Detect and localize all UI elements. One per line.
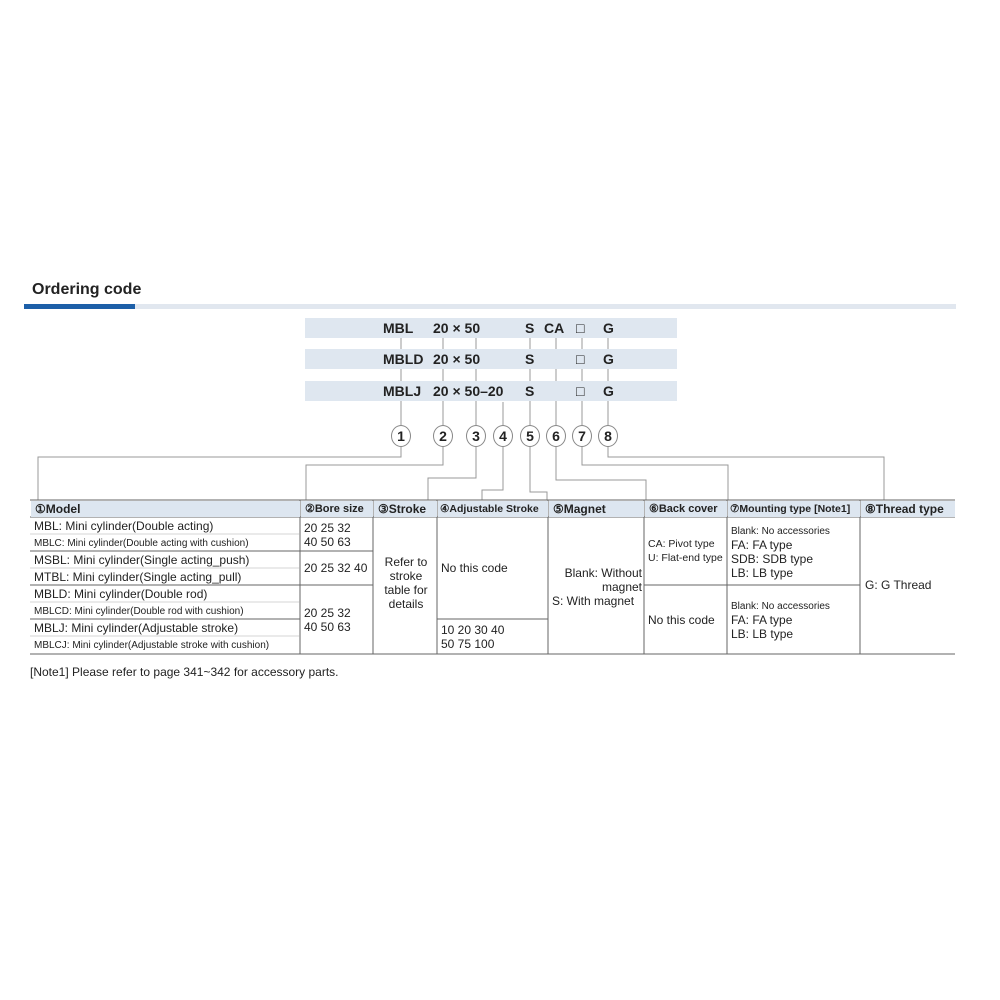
thread-type-value: G: G Thread	[865, 578, 932, 592]
header-bore-size: ②Bore size	[301, 501, 373, 517]
header-stroke: ③Stroke	[374, 501, 437, 517]
bore-sizes-group-3: 20 25 32 40 50 63	[304, 606, 351, 634]
header-magnet: ⑤Magnet	[549, 501, 644, 517]
code-back-cover: CA	[544, 320, 565, 336]
model-row: MBLC: Mini cylinder(Double acting with c…	[34, 538, 249, 549]
header-back-cover: ⑥Back cover	[645, 501, 727, 517]
mounting-blank-1: Blank: No accessories	[731, 526, 830, 537]
code-mount-box: □	[576, 383, 585, 399]
title-accent-bar	[24, 304, 135, 309]
bore-sizes-group-1: 20 25 32 40 50 63	[304, 521, 351, 549]
model-row: MBL: Mini cylinder(Double acting)	[34, 519, 214, 533]
code-thread: G	[603, 383, 614, 399]
marker-8: 8	[598, 425, 618, 447]
code-magnet: S	[525, 351, 535, 367]
marker-3: 3	[466, 425, 486, 447]
magnet-blank: Blank: Without magnet	[564, 566, 642, 594]
back-cover-options: CA: Pivot type U: Flat-end type	[648, 538, 723, 564]
code-row-mblj: MBLJ 20 × 50–20 S □ G	[305, 381, 677, 401]
code-magnet: S	[525, 383, 535, 399]
code-row-mbl: MBL 20 × 50 S CA □ G	[305, 318, 677, 338]
mounting-options-1: FA: FA type SDB: SDB type LB: LB type	[731, 538, 814, 580]
model-row: MBLJ: Mini cylinder(Adjustable stroke)	[34, 621, 239, 635]
code-size: 20 × 50–20	[433, 383, 504, 399]
header-model: ①Model	[31, 501, 300, 517]
footnote: [Note1] Please refer to page 341~342 for…	[30, 665, 339, 679]
code-size: 20 × 50	[433, 351, 481, 367]
code-model: MBLD	[383, 351, 424, 367]
model-row: MBLD: Mini cylinder(Double rod)	[34, 587, 208, 601]
mounting-blank-2: Blank: No accessories	[731, 601, 830, 612]
code-thread: G	[603, 351, 614, 367]
magnet-s: S: With magnet	[552, 594, 635, 608]
header-adjustable-stroke: ④Adjustable Stroke	[438, 501, 548, 517]
code-magnet: S	[525, 320, 535, 336]
model-row: MBLCJ: Mini cylinder(Adjustable stroke w…	[34, 640, 270, 651]
model-row: MTBL: Mini cylinder(Single acting_pull)	[34, 570, 242, 584]
model-row: MBLCD: Mini cylinder(Double rod with cus…	[34, 606, 244, 617]
adjustable-stroke-none: No this code	[441, 561, 508, 575]
stroke-note: Refer to stroke table for details	[384, 555, 428, 611]
marker-7: 7	[572, 425, 592, 447]
header-thread-type: ⑧Thread type	[861, 501, 955, 517]
header-mounting-type: ⑦Mounting type [Note1]	[728, 501, 860, 517]
marker-2: 2	[433, 425, 453, 447]
code-model: MBL	[383, 320, 414, 336]
code-mount-box: □	[576, 320, 585, 336]
back-cover-none: No this code	[648, 613, 715, 627]
code-mount-box: □	[576, 351, 585, 367]
code-model: MBLJ	[383, 383, 422, 399]
adjustable-stroke-values: 10 20 30 40 50 75 100	[441, 623, 505, 651]
title-underline	[24, 304, 956, 309]
marker-6: 6	[546, 425, 566, 447]
marker-1: 1	[391, 425, 411, 447]
model-row: MSBL: Mini cylinder(Single acting_push)	[34, 553, 250, 567]
marker-4: 4	[493, 425, 513, 447]
mounting-options-2: FA: FA type LB: LB type	[731, 613, 794, 641]
section-title: Ordering code	[32, 281, 142, 298]
code-size: 20 × 50	[433, 320, 481, 336]
code-row-mbld: MBLD 20 × 50 S □ G	[305, 349, 677, 369]
bore-sizes-group-2: 20 25 32 40	[304, 561, 368, 575]
code-thread: G	[603, 320, 614, 336]
marker-5: 5	[520, 425, 540, 447]
